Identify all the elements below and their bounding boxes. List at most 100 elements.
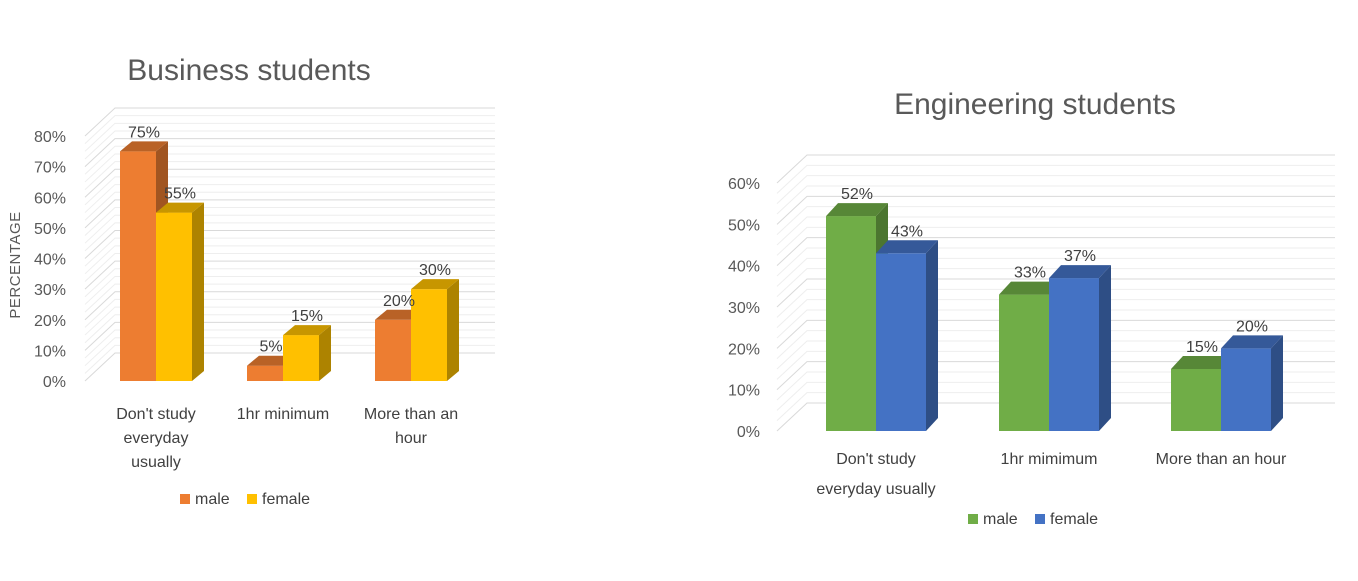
bar: [1221, 335, 1283, 431]
gridline: [776, 195, 1335, 225]
data-label: 37%: [1064, 248, 1096, 265]
bar-front: [411, 289, 447, 381]
bar-side: [1271, 335, 1283, 431]
bar-top: [411, 279, 459, 290]
minor-gridline: [84, 122, 495, 152]
y-tick-label: 60%: [34, 190, 66, 207]
y-axis-label: PERCENTAGE: [7, 211, 24, 318]
chart-title: Engineering students: [894, 88, 1176, 121]
minor-gridline: [776, 268, 1335, 298]
y-tick-label: 10%: [34, 343, 66, 360]
data-label: 33%: [1014, 265, 1046, 282]
legend-label: female: [1050, 511, 1098, 528]
minor-gridline: [84, 268, 495, 298]
business-chart: Business students PERCENTAGE 0%10%20%30%…: [7, 54, 495, 508]
minor-gridline: [84, 191, 495, 221]
minor-gridline: [84, 214, 495, 244]
minor-gridline: [776, 216, 1335, 246]
minor-gridline: [84, 130, 495, 160]
minor-gridline: [84, 329, 495, 359]
minor-gridline: [776, 257, 1335, 287]
y-tick-label: 20%: [728, 341, 760, 358]
data-label: 43%: [891, 223, 923, 240]
data-label: 52%: [841, 186, 873, 203]
bar-top: [826, 203, 888, 217]
legend-swatch: [180, 494, 190, 504]
legend-swatch: [247, 494, 257, 504]
y-tick-label: 40%: [728, 259, 760, 276]
y-tick-label: 70%: [34, 160, 66, 177]
legend-swatch: [968, 514, 978, 524]
gridline: [776, 319, 1335, 349]
gridline: [84, 199, 495, 229]
x-tick-label: Don't study everyday usually: [816, 451, 935, 498]
bar-front: [1221, 348, 1271, 431]
gridline: [776, 402, 1335, 432]
gridline: [84, 230, 495, 259]
legend-label: male: [983, 511, 1018, 528]
gridline: [84, 352, 495, 382]
y-tick-label: 0%: [43, 374, 66, 391]
bar-front: [876, 253, 926, 431]
gridline: [84, 291, 495, 321]
data-label: 5%: [259, 339, 282, 356]
gridline: [776, 361, 1335, 391]
legend-label: female: [262, 491, 310, 508]
data-label: 15%: [1186, 339, 1218, 356]
minor-gridline: [776, 206, 1335, 236]
bar-top: [156, 202, 204, 213]
minor-gridline: [776, 175, 1335, 205]
minor-gridline: [84, 145, 495, 175]
bar-front: [826, 216, 876, 431]
minor-gridline: [84, 283, 495, 313]
minor-gridline: [84, 275, 495, 305]
minor-gridline: [84, 245, 495, 275]
minor-gridline: [776, 340, 1335, 370]
y-tick-label: 50%: [34, 221, 66, 238]
minor-gridline: [84, 176, 495, 206]
y-tick-label: 40%: [34, 252, 66, 269]
bar-top: [876, 240, 938, 254]
bar: [876, 240, 938, 431]
minor-gridline: [84, 237, 495, 267]
data-label: 15%: [291, 308, 323, 325]
minor-gridline: [84, 306, 495, 336]
y-tick-label: 30%: [34, 282, 66, 299]
gridline: [776, 154, 1335, 184]
legend-label: male: [195, 491, 230, 508]
y-tick-label: 80%: [34, 129, 66, 146]
bar-front: [999, 294, 1049, 431]
minor-gridline: [776, 309, 1335, 339]
data-label: 55%: [164, 186, 196, 203]
engineering-chart: Engineering students 0% 10% 20% 30% 40% 50% 60…: [728, 88, 1335, 528]
minor-gridline: [84, 344, 495, 374]
gridline: [776, 237, 1335, 267]
minor-gridline: [776, 350, 1335, 380]
bar-side: [319, 325, 331, 381]
minor-gridline: [776, 392, 1335, 422]
bar-top: [1171, 356, 1233, 369]
gridline: [84, 138, 495, 167]
bar-side: [192, 202, 204, 381]
y-tick-label: 0%: [737, 424, 760, 441]
minor-gridline: [84, 153, 495, 183]
bar-top: [999, 281, 1061, 295]
bar-top: [120, 141, 168, 152]
minor-gridline: [776, 381, 1335, 411]
bar-front: [156, 212, 192, 381]
y-tick-label: 10%: [728, 383, 760, 400]
minor-gridline: [84, 184, 495, 213]
data-label: 20%: [1236, 318, 1268, 335]
minor-gridline: [776, 185, 1335, 215]
minor-gridline: [776, 299, 1335, 329]
bar-side: [447, 279, 459, 381]
gridline: [84, 107, 495, 137]
bar-front: [1171, 369, 1221, 431]
minor-gridline: [84, 337, 495, 367]
bar: [411, 279, 459, 381]
gridline: [84, 321, 495, 351]
x-tick-label: 1hr minimum: [237, 406, 329, 423]
bar-top: [283, 325, 331, 336]
data-label: 30%: [419, 262, 451, 279]
